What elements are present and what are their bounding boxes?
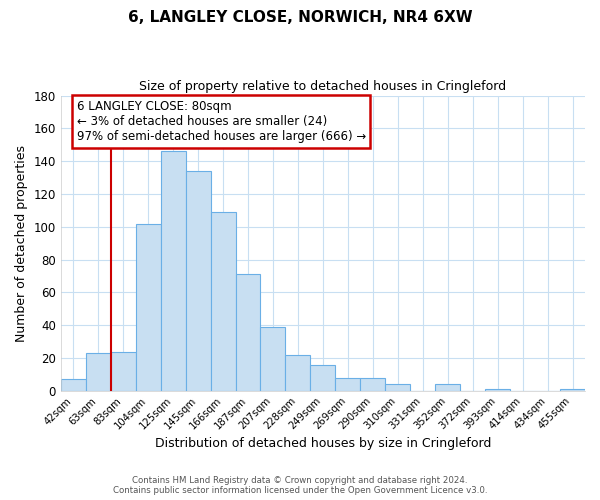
Bar	[111, 352, 136, 391]
Bar	[310, 364, 335, 391]
Bar	[435, 384, 460, 391]
Bar	[211, 212, 236, 391]
Title: Size of property relative to detached houses in Cringleford: Size of property relative to detached ho…	[139, 80, 506, 93]
Bar	[385, 384, 410, 391]
Bar	[185, 171, 211, 391]
Bar	[560, 390, 585, 391]
Bar	[260, 327, 286, 391]
Bar	[61, 380, 86, 391]
Bar	[136, 224, 161, 391]
Text: 6 LANGLEY CLOSE: 80sqm
← 3% of detached houses are smaller (24)
97% of semi-deta: 6 LANGLEY CLOSE: 80sqm ← 3% of detached …	[77, 100, 366, 143]
Bar	[335, 378, 361, 391]
Bar	[286, 355, 310, 391]
Bar	[236, 274, 260, 391]
X-axis label: Distribution of detached houses by size in Cringleford: Distribution of detached houses by size …	[155, 437, 491, 450]
Text: Contains HM Land Registry data © Crown copyright and database right 2024.
Contai: Contains HM Land Registry data © Crown c…	[113, 476, 487, 495]
Bar	[485, 390, 510, 391]
Bar	[361, 378, 385, 391]
Text: 6, LANGLEY CLOSE, NORWICH, NR4 6XW: 6, LANGLEY CLOSE, NORWICH, NR4 6XW	[128, 10, 472, 25]
Y-axis label: Number of detached properties: Number of detached properties	[15, 145, 28, 342]
Bar	[161, 152, 185, 391]
Bar	[86, 353, 111, 391]
